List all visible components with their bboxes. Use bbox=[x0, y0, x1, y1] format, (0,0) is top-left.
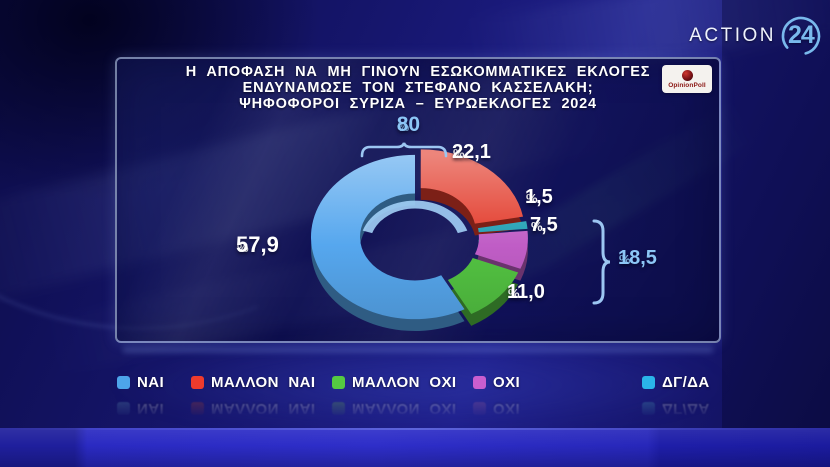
legend-label: ΟΧΙ bbox=[493, 400, 521, 418]
legend-item: ΜΑΛΛΟΝ ΝΑΙ bbox=[191, 372, 315, 392]
opinionpoll-dot-icon bbox=[681, 69, 693, 81]
legend-swatch bbox=[332, 402, 345, 416]
callout-value: 80 bbox=[396, 113, 421, 136]
legend-item: ΜΑΛΛΟΝ ΟΧΙ bbox=[332, 372, 456, 392]
legend-label: ΔΓ/ΔΑ bbox=[662, 400, 710, 418]
legend-label: ΜΑΛΛΟΝ ΝΑΙ bbox=[211, 400, 316, 418]
group-brace-80-icon bbox=[360, 142, 448, 158]
legend: ΝΑΙ ΜΑΛΛΟΝ ΝΑΙ ΜΑΛΛΟΝ ΟΧΙ ΟΧΙ ΔΓ/ΔΑ bbox=[0, 372, 830, 394]
callout-nai: 57,9% bbox=[236, 232, 279, 258]
channel-logo: ACTION 24 bbox=[689, 14, 823, 58]
studio-floor-band bbox=[0, 428, 830, 467]
donut-slice-2 bbox=[474, 230, 528, 269]
percent-sign: % bbox=[619, 252, 631, 267]
legend-swatch bbox=[473, 402, 486, 416]
poll-title: Η ΑΠΟΦΑΣΗ ΝΑ ΜΗ ΓΙΝΟΥΝ ΕΣΩΚΟΜΜΑΤΙΚΕΣ ΕΚΛ… bbox=[130, 64, 706, 112]
circle-arc-icon bbox=[781, 16, 821, 55]
legend-label: ΜΑΛΛΟΝ ΟΧΙ bbox=[352, 373, 457, 391]
callout-value: 57,9 bbox=[236, 232, 279, 257]
legend-swatch bbox=[332, 375, 345, 389]
channel-logo-number: 24 bbox=[788, 21, 815, 49]
legend-item: ΟΧΙ bbox=[473, 372, 520, 392]
percent-sign: % bbox=[531, 219, 543, 234]
percent-sign: % bbox=[508, 286, 520, 301]
opinionpoll-logo: OpinionPoll bbox=[662, 65, 712, 93]
percent-sign: % bbox=[526, 191, 538, 206]
poll-card-reflection bbox=[123, 347, 713, 353]
legend-item: ΟΧΙ bbox=[473, 399, 520, 419]
callout-dg-da: 1,5% bbox=[525, 186, 553, 209]
channel-logo-text: ACTION bbox=[689, 25, 776, 46]
legend-item: ΔΓ/ΔΑ bbox=[642, 372, 710, 392]
callout-group-80: 80% bbox=[363, 113, 443, 137]
legend-item: ΜΑΛΛΟΝ ΟΧΙ bbox=[332, 399, 456, 419]
legend-item: ΔΓ/ΔΑ bbox=[642, 399, 710, 419]
percent-sign: % bbox=[237, 240, 249, 255]
legend-swatch bbox=[117, 402, 130, 416]
legend-item: ΜΑΛΛΟΝ ΝΑΙ bbox=[191, 399, 315, 419]
legend-reflection: ΝΑΙ ΜΑΛΛΟΝ ΝΑΙ ΜΑΛΛΟΝ ΟΧΙ ΟΧΙ ΔΓ/ΔΑ bbox=[0, 397, 830, 419]
donut-slice-4 bbox=[311, 154, 465, 320]
callout-mallon-nai: 22,1% bbox=[452, 141, 491, 164]
legend-item: ΝΑΙ bbox=[117, 372, 164, 392]
callout-value: 18,5 bbox=[618, 247, 657, 269]
legend-item: ΝΑΙ bbox=[117, 399, 164, 419]
background-right-shade bbox=[722, 0, 830, 430]
callout-value: 22,1 bbox=[452, 141, 491, 163]
poll-title-line-1: Η ΑΠΟΦΑΣΗ ΝΑ ΜΗ ΓΙΝΟΥΝ ΕΣΩΚΟΜΜΑΤΙΚΕΣ ΕΚΛ… bbox=[185, 64, 651, 80]
callout-value: 11,0 bbox=[507, 281, 545, 303]
legend-swatch bbox=[473, 375, 486, 389]
legend-swatch bbox=[642, 375, 655, 389]
legend-label: ΜΑΛΛΟΝ ΟΧΙ bbox=[352, 400, 457, 418]
callout-mallon-oxi: 11,0% bbox=[507, 281, 545, 304]
legend-label: ΜΑΛΛΟΝ ΝΑΙ bbox=[211, 373, 316, 391]
legend-label: ΟΧΙ bbox=[493, 373, 521, 391]
donut-slice-0 bbox=[420, 149, 524, 224]
poll-title-line-2: ΕΝΔΥΝΑΜΩΣΕ ΤΟΝ ΣΤΕΦΑΝΟ ΚΑΣΣΕΛΑΚΗ; bbox=[242, 80, 594, 96]
opinionpoll-logo-text: OpinionPoll bbox=[668, 81, 706, 89]
background-floor-glow bbox=[110, 340, 730, 430]
legend-swatch bbox=[191, 402, 204, 416]
callout-oxi: 7,5% bbox=[530, 214, 558, 237]
callout-value: 7,5 bbox=[530, 214, 558, 236]
legend-swatch bbox=[642, 402, 655, 416]
group-brace-18-5-icon bbox=[592, 219, 611, 305]
percent-sign: % bbox=[453, 146, 465, 161]
legend-label: ΝΑΙ bbox=[137, 400, 165, 418]
legend-swatch bbox=[191, 375, 204, 389]
legend-swatch bbox=[117, 375, 130, 389]
donut-inner-wall bbox=[362, 200, 468, 234]
legend-label: ΝΑΙ bbox=[137, 373, 165, 391]
callout-value: 1,5 bbox=[525, 186, 553, 208]
poll-title-line-3: ΨΗΦΟΦΟΡΟΙ ΣΥΡΙΖΑ – ΕΥΡΩΕΚΛΟΓΕΣ 2024 bbox=[239, 96, 597, 112]
percent-sign: % bbox=[397, 119, 410, 134]
donut-slice-1 bbox=[478, 221, 528, 233]
donut-slice-3 bbox=[447, 257, 519, 314]
legend-label: ΔΓ/ΔΑ bbox=[662, 373, 710, 391]
callout-group-18-5: 18,5% bbox=[618, 247, 657, 270]
channel-logo-24-badge: 24 bbox=[779, 14, 823, 58]
